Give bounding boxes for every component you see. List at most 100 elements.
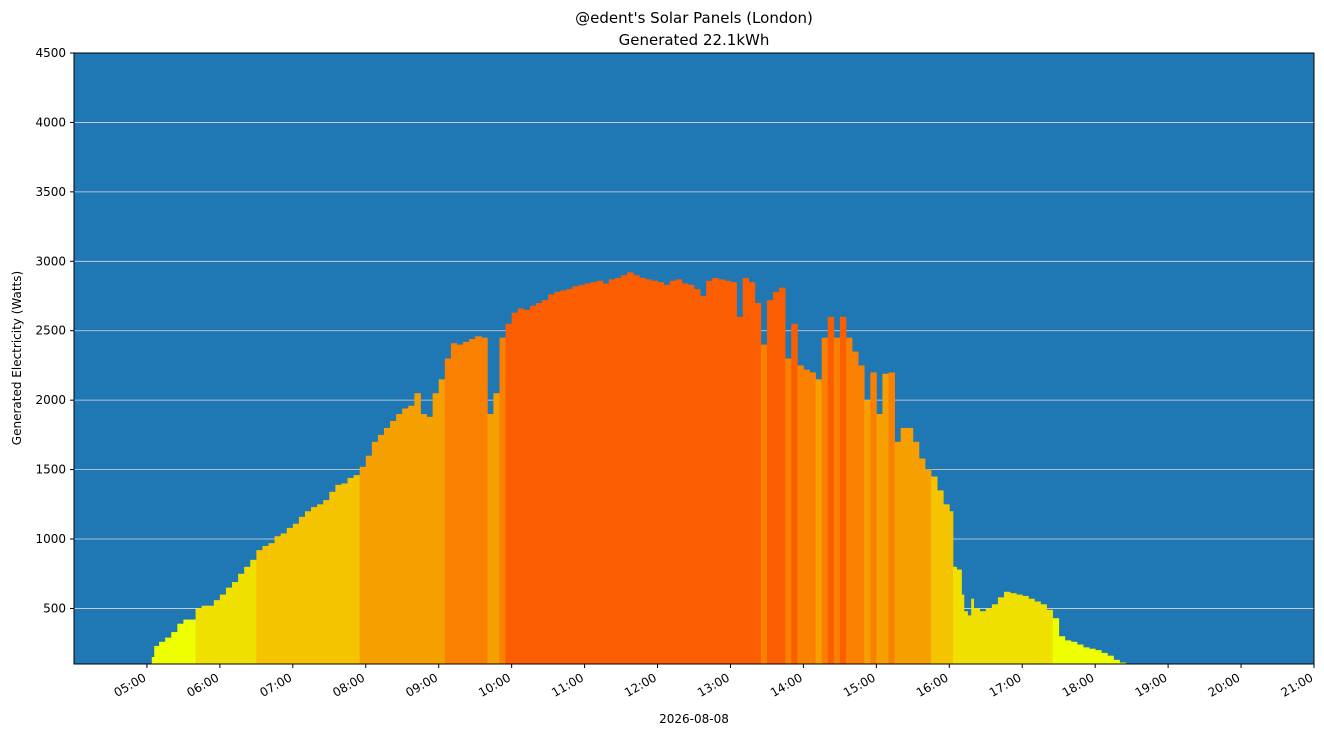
bar [651,280,658,664]
bar [189,619,196,664]
y-tick-label: 4000 [35,115,66,129]
bar [371,441,379,664]
bar [463,341,470,664]
bar [548,294,555,664]
bar [566,289,573,664]
bar [827,316,835,664]
x-tick-label: 08:00 [330,670,367,699]
bar [469,339,476,664]
bar [712,277,719,664]
bar [408,405,415,664]
bar [602,283,610,664]
bar [700,296,707,664]
bar [1064,640,1072,664]
bar [1113,659,1120,664]
bar [888,372,895,664]
bar [900,427,908,664]
bar [833,337,841,664]
bar [791,323,798,664]
bar [669,280,677,664]
y-tick-label: 1000 [35,532,66,546]
bar [426,416,434,664]
bar [779,287,786,664]
bar [845,337,853,664]
y-tick-label: 2500 [35,324,66,338]
bar [956,569,962,664]
bar [718,279,725,664]
bar [529,305,537,664]
bar [238,573,245,664]
x-tick-label: 17:00 [987,670,1024,699]
bar [803,369,810,664]
bar [760,344,768,664]
bar [517,308,525,664]
bar [359,466,367,664]
bar [456,344,464,664]
bar [207,605,215,664]
bar [1052,618,1060,664]
bar [852,351,859,664]
bar [1070,641,1078,664]
x-tick-label: 10:00 [476,670,513,699]
bar [937,490,944,664]
bar [1107,655,1114,664]
bar [952,566,957,664]
bar [154,645,160,664]
bar [505,323,513,664]
y-axis-label: Generated Electricity (Watts) [10,271,24,445]
bar [213,600,221,664]
bar [931,476,938,664]
bar [1058,636,1066,664]
bar [444,358,452,664]
bar [390,420,397,664]
bar [748,282,756,664]
x-tick-label: 12:00 [622,670,659,699]
x-tick-label: 19:00 [1133,670,1170,699]
bar [821,337,829,664]
bar [481,337,488,664]
bar [438,379,446,664]
bar [963,611,968,664]
bar [475,336,482,664]
bar [554,291,561,664]
bar [304,511,312,664]
bar [839,316,847,664]
bar [219,594,227,664]
bar [177,623,184,664]
y-tick-label: 1500 [35,463,66,477]
x-axis-label: 2026-08-08 [659,712,729,726]
bar [1101,652,1108,664]
bar [742,277,750,664]
bar [675,279,683,664]
plot-frame [73,52,1315,665]
bar [967,615,972,664]
bar [991,604,999,664]
y-tick-label: 3000 [35,254,66,268]
y-tick-label: 500 [43,601,66,615]
bar [809,372,816,664]
bar [499,337,506,664]
bar [268,543,275,664]
bar [657,282,665,664]
bar [590,282,598,664]
bar [876,414,883,664]
bar [225,587,233,664]
bar [165,637,172,664]
bar [627,272,634,664]
bar [815,379,823,664]
bar [870,372,877,664]
x-tick-label: 11:00 [549,670,586,699]
bar [785,358,792,664]
bar [487,414,494,664]
bar [420,414,427,664]
bar [560,290,567,664]
bar [183,619,190,664]
bar [912,441,920,664]
bar [961,594,965,664]
bar [621,275,628,664]
bar [730,282,737,664]
x-tick-label: 21:00 [1279,670,1316,699]
bar [949,511,954,664]
bar [323,500,330,664]
bar [918,458,926,664]
